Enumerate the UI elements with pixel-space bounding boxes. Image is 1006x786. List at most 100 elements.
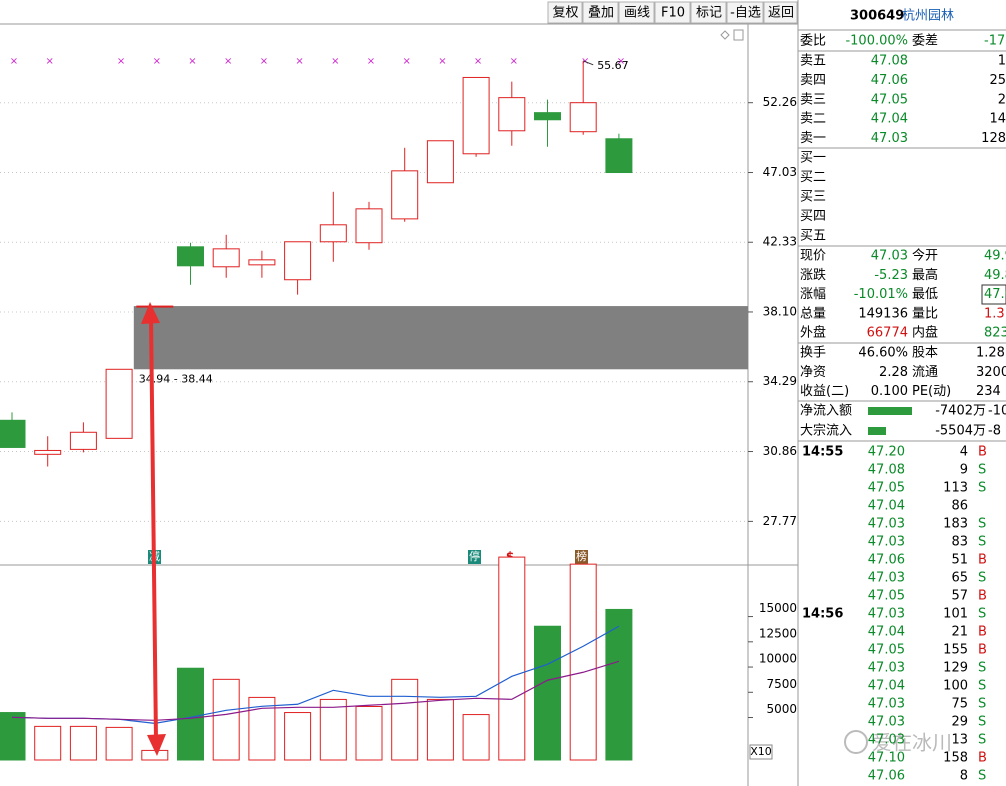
quote-text: 47.03 <box>868 517 905 532</box>
candle-body <box>177 246 204 267</box>
y-tick-label: 7500 <box>766 677 797 691</box>
volume-bar <box>212 678 240 761</box>
quote-text: 涨幅 <box>800 287 826 302</box>
quote-text: 113 <box>943 481 968 496</box>
quote-text: 杭州园林 <box>902 9 954 24</box>
quote-text: 买四 <box>800 209 826 224</box>
volume-bar <box>605 608 633 761</box>
quote-text: 149136 <box>858 306 908 321</box>
quote-text: 29 <box>951 715 968 730</box>
quote-text: 300649 <box>850 9 904 24</box>
quote-text: 155 <box>943 643 968 658</box>
toolbar-label: 标记 <box>696 6 722 21</box>
quote-text: 47.06 <box>871 73 908 88</box>
quote-text: 净流入额 <box>800 404 852 419</box>
quote-text: 卖一 <box>800 131 826 146</box>
quote-text: 51 <box>951 553 968 568</box>
volume-bar <box>534 625 561 761</box>
toolbar-label: 画线 <box>624 6 650 21</box>
quote-text: 49.8 <box>984 268 1006 283</box>
toolbar-label: F10 <box>661 6 685 21</box>
marker: × <box>510 56 518 67</box>
quote-text: S <box>978 607 986 622</box>
event-label: 榜 <box>576 549 587 563</box>
quote-text: 86 <box>951 499 968 514</box>
quote-text: S <box>978 517 986 532</box>
quote-text: 128 <box>981 131 1006 146</box>
quote-text: 47.03 <box>868 571 905 586</box>
toolbar-label: 叠加 <box>588 6 614 21</box>
quote-text: 1.28 <box>976 346 1005 361</box>
marker: × <box>367 56 375 67</box>
quote-text: 今开 <box>912 248 938 264</box>
quote-text: 47.03 <box>871 131 908 146</box>
quote-text: 46.60% <box>858 346 908 361</box>
quote-text: 委比 <box>800 34 826 49</box>
candle-body <box>534 112 561 121</box>
quote-text: 4 <box>960 445 968 460</box>
toolbar-button[interactable] <box>654 1 691 24</box>
quote-text: S <box>978 715 986 730</box>
volume-bar <box>462 714 490 761</box>
quote-text: 卖二 <box>800 112 826 127</box>
volume-bar <box>105 726 133 761</box>
quote-text: -7402万 <box>935 404 986 419</box>
toolbar-button[interactable] <box>618 1 655 24</box>
diamond-icon[interactable] <box>720 30 730 40</box>
quote-text: S <box>978 769 986 784</box>
quote-text: 47.04 <box>868 625 905 640</box>
quote-text: 买三 <box>800 190 826 205</box>
quote-text: 净资 <box>800 365 826 380</box>
quote-text: 101 <box>943 607 968 622</box>
quote-text: -10 <box>988 404 1006 419</box>
quote-text: 83 <box>951 535 968 550</box>
toolbar-button[interactable] <box>726 1 764 24</box>
toolbar-button[interactable] <box>690 1 727 24</box>
marker: × <box>403 56 411 67</box>
event-icon[interactable] <box>575 550 588 564</box>
quote-text: 买五 <box>800 229 826 244</box>
volume-bar <box>498 556 526 761</box>
flow-bar <box>868 427 886 435</box>
quote-text: -100.00% <box>845 34 908 49</box>
marker: × <box>188 56 196 67</box>
candle-body <box>212 248 240 268</box>
quote-text: B <box>978 445 987 460</box>
quote-text: 内盘 <box>912 325 938 341</box>
quote-text: 买一 <box>800 151 826 166</box>
quote-text: S <box>978 733 986 748</box>
quote-text: B <box>978 553 987 568</box>
marker: × <box>10 56 18 67</box>
quote-text: B <box>978 589 987 604</box>
quote-text: 14 <box>989 112 1006 127</box>
quote-text: 13 <box>951 733 968 748</box>
arrow-head <box>147 734 166 756</box>
quote-text: 47.06 <box>868 769 905 784</box>
quote-text: 外盘 <box>800 325 826 341</box>
quote-text: 66774 <box>867 326 908 341</box>
y-tick-label: 15000 <box>759 601 797 615</box>
marker: × <box>224 56 232 67</box>
quote-text: S <box>978 661 986 676</box>
quote-text: 0.100 <box>871 384 908 399</box>
unit-box <box>749 744 773 760</box>
quote-text: B <box>978 625 987 640</box>
y-tick-label: 30.86 <box>763 444 797 458</box>
quote-text: S <box>978 463 986 478</box>
toolbar-button[interactable] <box>582 1 619 24</box>
event-icon[interactable] <box>468 550 481 564</box>
toolbar-button[interactable] <box>763 1 798 24</box>
square-icon[interactable] <box>733 29 744 41</box>
quote-text: 158 <box>943 751 968 766</box>
marker: × <box>117 56 125 67</box>
y-tick-label: 42.33 <box>763 235 797 249</box>
toolbar-button[interactable] <box>547 1 583 24</box>
marker: × <box>474 56 482 67</box>
arrow-head <box>141 302 160 324</box>
quote-text: 129 <box>943 661 968 676</box>
quote-text: 买二 <box>800 170 826 185</box>
quote-text: 9 <box>960 463 968 478</box>
quote-text: 47.04 <box>868 679 905 694</box>
volume-bar <box>569 563 597 761</box>
event-label[interactable]: $ <box>506 550 514 564</box>
